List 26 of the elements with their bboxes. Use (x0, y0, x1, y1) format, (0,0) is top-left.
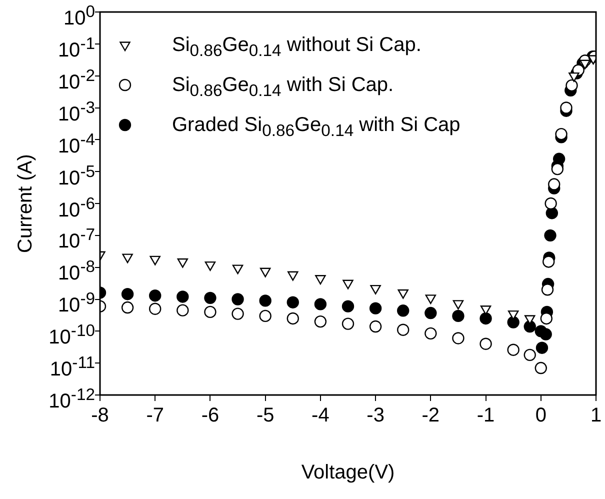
y-tick-label: 10$^{-1}$ (58, 32, 95, 63)
y-tick-label: 10$^{-2}$ (58, 64, 95, 94)
x-tick-label: -7 (146, 404, 164, 427)
y-tick-label: 10$^{-4}$ (58, 128, 95, 158)
x-axis-title: Voltage(V) (301, 462, 395, 484)
y-tick-label: 10$^{-10}$ (48, 320, 95, 350)
legend-label: Graded Si$_{0.86}$Ge$_{0.14}$ with Si Cap (172, 113, 460, 142)
legend-label: Si$_{0.86}$Ge$_{0.14}$ without Si Cap. (172, 33, 422, 62)
x-tick-label: -3 (366, 404, 384, 427)
y-tick-label: 10$^{-8}$ (58, 256, 95, 286)
x-tick-label: -4 (312, 404, 330, 427)
x-tick-label: 0 (535, 404, 546, 427)
x-tick-label: 1 (590, 404, 602, 427)
y-tick-label: 10$^{-9}$ (58, 288, 95, 318)
y-tick-label: 10$^{0}$ (63, 1, 95, 31)
y-tick-label: 10$^{-6}$ (58, 192, 95, 222)
y-tick-label: 10$^{-11}$ (50, 352, 95, 382)
x-tick-label: -5 (256, 404, 274, 427)
y-tick-label: 10$^{-5}$ (58, 160, 95, 190)
x-tick-label: -6 (201, 404, 220, 427)
y-tick-label: 10$^{-3}$ (58, 96, 95, 126)
x-tick-label: -2 (422, 404, 440, 427)
x-tick-label: -1 (476, 404, 495, 427)
y-axis-title: Current (A) (14, 154, 37, 253)
y-tick-label: 10$^{-7}$ (58, 224, 95, 254)
legend-label: Si$_{0.86}$Ge$_{0.14}$ with Si Cap. (172, 73, 394, 102)
